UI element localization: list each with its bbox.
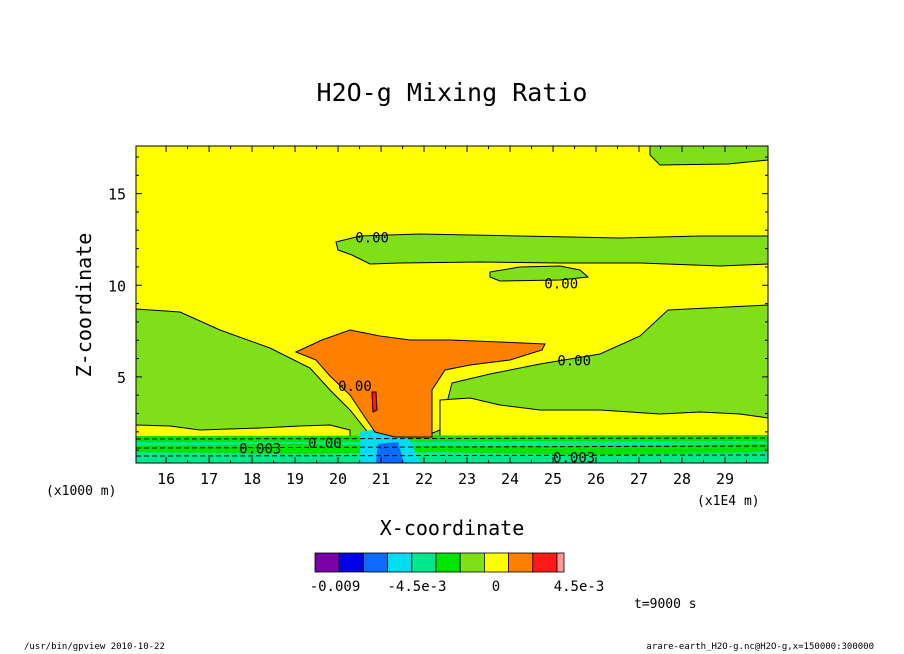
x-axis: 16 17 18 19 20 21 22 23 24 25 26 27 28 29	[157, 146, 748, 488]
footer-right: arare-earth_H2O-g.nc@H2O-g,x=150000:3000…	[646, 642, 874, 652]
contour-labels: 0.00 0.00 0.00 0.00 0.00 0.003 0.003	[239, 231, 595, 467]
colorbar-swatch-7	[483, 552, 509, 573]
x-tick-label-9: 25	[544, 470, 562, 488]
x-tick-label-0: 16	[157, 470, 175, 488]
x-tick-label-11: 27	[630, 470, 648, 488]
y-tick-label-1: 10	[108, 277, 126, 295]
dashed-contour-3	[136, 454, 768, 457]
green-top-right	[649, 146, 768, 166]
y-axis-title: Z-coordinate	[72, 233, 96, 378]
contour-label-1: 0.00	[544, 276, 578, 292]
time-label: t=9000 s	[634, 597, 697, 612]
x-unit-label: (x1E4 m)	[697, 494, 760, 509]
colorbar-swatch-9	[532, 552, 558, 573]
contour-label-2: 0.00	[557, 353, 591, 369]
colorbar-label-0: -0.009	[310, 579, 361, 595]
contour-label-4: 0.00	[308, 436, 342, 452]
green-band-lower	[489, 265, 590, 282]
x-tick-label-8: 24	[501, 470, 519, 488]
colorbar-swatch-2	[362, 552, 388, 573]
plot-area	[136, 146, 768, 463]
colorbar-swatch-10	[556, 552, 565, 573]
x-tick-label-6: 22	[415, 470, 433, 488]
colorbar-swatch-3	[387, 552, 413, 573]
contour-label-6: 0.003	[553, 451, 595, 467]
orange-anvil	[294, 329, 546, 438]
x-axis-title: X-coordinate	[380, 516, 525, 540]
plot-frame	[135, 145, 769, 464]
colorbar-label-2: 0	[492, 579, 500, 595]
footer-left: /usr/bin/gpview 2010-10-22	[24, 642, 165, 652]
y-tick-label-2: 15	[108, 186, 126, 204]
x-tick-label-1: 17	[200, 470, 218, 488]
x-tick-label-5: 21	[372, 470, 390, 488]
x-tick-label-12: 28	[673, 470, 691, 488]
red-spot	[371, 391, 378, 413]
y-axis: 5 10 15	[108, 156, 768, 451]
colorbar-swatch-4	[411, 552, 437, 573]
colorbar-label-1: -4.5e-3	[387, 579, 446, 595]
contour-label-5: 0.003	[239, 441, 281, 457]
x-tick-label-10: 26	[587, 470, 605, 488]
colorbar-swatch-1	[338, 552, 364, 573]
y-unit-label: (x1000 m)	[46, 484, 116, 499]
y-tick-label-0: 5	[117, 369, 126, 387]
dashed-contour-1	[136, 437, 768, 440]
chart-title: H2O-g Mixing Ratio	[317, 78, 588, 107]
colorbar-swatch-6	[459, 552, 485, 573]
colorbar-swatch-8	[508, 552, 534, 573]
colorbar: -0.009 -4.5e-3 0 4.5e-3	[310, 552, 605, 595]
x-tick-label-3: 19	[286, 470, 304, 488]
contour-label-0: 0.00	[355, 231, 389, 247]
contour-label-3: 0.00	[338, 379, 372, 395]
x-tick-label-7: 23	[458, 470, 476, 488]
x-tick-label-2: 18	[243, 470, 261, 488]
colorbar-label-3: 4.5e-3	[554, 579, 605, 595]
blue-core	[376, 442, 404, 463]
colorbar-swatch-5	[435, 552, 461, 573]
colorbar-swatch-0	[314, 552, 340, 573]
dashed-contour-2	[136, 445, 768, 449]
x-tick-label-4: 20	[329, 470, 347, 488]
x-tick-label-13: 29	[716, 470, 734, 488]
green-band-upper	[335, 233, 768, 267]
